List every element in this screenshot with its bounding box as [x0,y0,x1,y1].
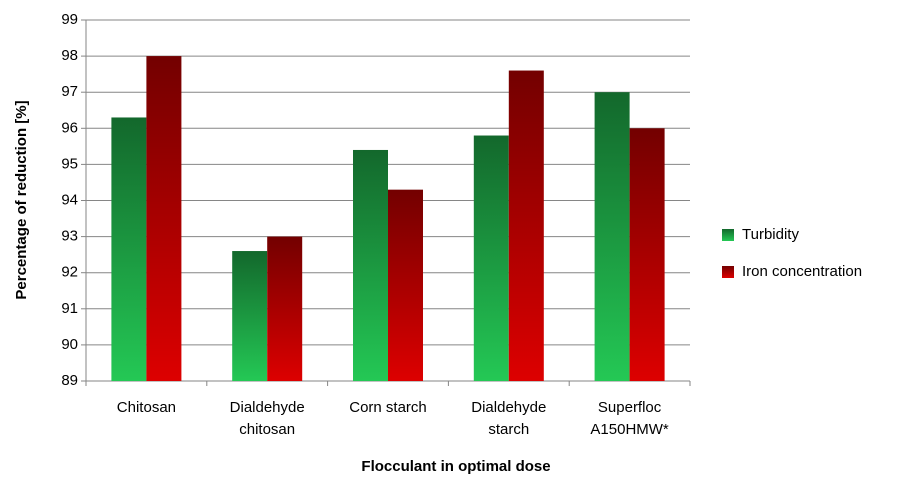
bar [473,135,509,381]
x-tick-label: Chitosan [117,399,176,416]
bar [388,189,423,381]
x-tick-label: Corn starch [349,399,427,416]
legend-label: Turbidity [742,226,799,243]
bar [232,251,268,381]
x-axis-title: Flocculant in optimal dose [361,458,550,475]
bar [267,236,303,381]
bar [594,92,630,381]
bar [111,117,147,381]
y-axis-title: Percentage of reduction [%] [13,100,30,299]
y-tick-label: 91 [61,300,78,317]
y-tick-label: 96 [61,119,78,136]
y-tick-label: 97 [61,83,78,100]
y-tick-label: 99 [61,11,78,28]
bar [508,70,544,381]
x-tick-label: Superfloc A150HMW* [590,399,669,438]
y-tick-label: 90 [61,336,78,353]
bar [629,128,665,381]
legend-label: Iron concentration [742,263,862,280]
y-tick-label: 94 [61,191,78,208]
y-tick-label: 98 [61,47,78,64]
legend-swatch [722,229,734,241]
x-tick-label: Dialdehyde chitosan [230,399,305,438]
x-tick-label: Dialdehyde starch [471,399,546,438]
bar [146,56,182,381]
legend-swatch [722,266,734,278]
y-tick-label: 92 [61,264,78,281]
y-tick-label: 93 [61,228,78,245]
bar [353,149,388,381]
y-tick-label: 95 [61,155,78,172]
y-tick-label: 89 [61,372,78,389]
